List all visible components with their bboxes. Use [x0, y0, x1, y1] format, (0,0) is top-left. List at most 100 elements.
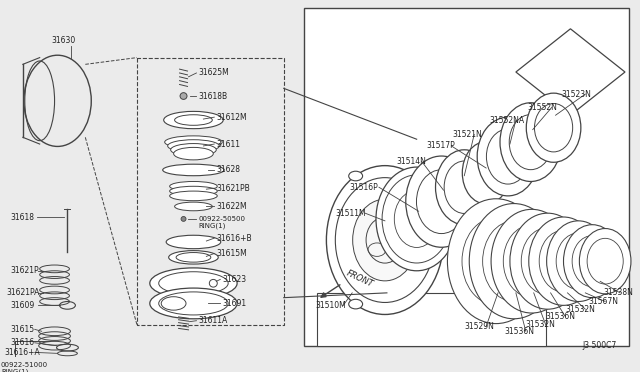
Ellipse shape	[500, 103, 561, 182]
Text: 31516P: 31516P	[349, 183, 378, 192]
Ellipse shape	[159, 292, 228, 315]
Text: 31622M: 31622M	[216, 202, 247, 211]
Text: 31552N: 31552N	[528, 103, 557, 112]
Text: 31514N: 31514N	[397, 157, 427, 166]
Ellipse shape	[435, 150, 493, 225]
Ellipse shape	[180, 93, 187, 99]
Text: 31621PB: 31621PB	[216, 184, 250, 193]
Text: 31523N: 31523N	[561, 90, 591, 99]
Ellipse shape	[510, 213, 586, 309]
Text: 31615: 31615	[10, 325, 34, 334]
Text: 31616+A: 31616+A	[4, 348, 40, 357]
Ellipse shape	[529, 217, 598, 305]
Ellipse shape	[175, 115, 212, 125]
Text: 31611: 31611	[216, 140, 240, 148]
Ellipse shape	[587, 238, 623, 284]
Bar	[303, 8, 629, 346]
Text: 31538N: 31538N	[603, 288, 633, 297]
Ellipse shape	[169, 251, 218, 264]
Ellipse shape	[469, 203, 559, 319]
Ellipse shape	[175, 202, 212, 211]
Ellipse shape	[406, 156, 477, 247]
Ellipse shape	[477, 117, 539, 196]
Bar	[317, 293, 546, 346]
Text: 31621P: 31621P	[10, 266, 38, 275]
Ellipse shape	[163, 164, 224, 176]
Text: 31552NA: 31552NA	[489, 116, 524, 125]
Ellipse shape	[444, 161, 484, 214]
Text: 00922-51000: 00922-51000	[1, 362, 48, 368]
Text: 31691: 31691	[222, 299, 246, 308]
Ellipse shape	[171, 144, 216, 156]
Text: 31611A: 31611A	[198, 316, 228, 325]
Ellipse shape	[483, 221, 545, 302]
Text: 31511M: 31511M	[335, 209, 366, 218]
Text: RING(1): RING(1)	[198, 222, 226, 229]
Text: 31529N: 31529N	[464, 322, 494, 331]
Text: 31618: 31618	[10, 212, 34, 221]
Ellipse shape	[556, 233, 600, 289]
Text: 31612M: 31612M	[216, 113, 247, 122]
Text: 31517P: 31517P	[427, 141, 455, 150]
Ellipse shape	[168, 140, 220, 152]
Text: J3 500C7: J3 500C7	[583, 341, 617, 350]
Ellipse shape	[563, 225, 621, 298]
Ellipse shape	[521, 228, 574, 295]
Ellipse shape	[181, 217, 186, 221]
Ellipse shape	[166, 235, 221, 249]
Ellipse shape	[176, 253, 211, 262]
Ellipse shape	[526, 93, 581, 162]
Ellipse shape	[382, 175, 451, 263]
Ellipse shape	[509, 115, 552, 170]
Ellipse shape	[170, 182, 217, 191]
Ellipse shape	[394, 190, 439, 247]
Ellipse shape	[539, 230, 588, 292]
Ellipse shape	[572, 235, 612, 287]
Ellipse shape	[353, 199, 417, 281]
Ellipse shape	[349, 299, 363, 309]
Text: FRONT: FRONT	[345, 268, 375, 289]
Ellipse shape	[326, 166, 444, 314]
Ellipse shape	[486, 129, 529, 184]
Ellipse shape	[164, 136, 222, 148]
Text: 31536N: 31536N	[546, 312, 575, 321]
Ellipse shape	[335, 178, 435, 302]
Text: 31630: 31630	[52, 36, 76, 45]
Ellipse shape	[417, 170, 467, 234]
Ellipse shape	[547, 221, 610, 302]
Text: 31623: 31623	[222, 275, 246, 284]
Ellipse shape	[173, 147, 213, 160]
Ellipse shape	[376, 167, 458, 271]
Ellipse shape	[462, 218, 530, 305]
Ellipse shape	[349, 171, 363, 181]
Ellipse shape	[491, 209, 572, 313]
Text: 31532N: 31532N	[566, 305, 595, 314]
Text: 31536N: 31536N	[504, 327, 534, 336]
Ellipse shape	[534, 103, 573, 152]
Ellipse shape	[462, 142, 510, 204]
Text: 31615M: 31615M	[216, 249, 247, 258]
Ellipse shape	[579, 228, 631, 294]
Ellipse shape	[164, 111, 223, 129]
Text: 31532N: 31532N	[526, 320, 556, 329]
Text: 31618B: 31618B	[198, 92, 228, 100]
Text: 31567N: 31567N	[588, 297, 618, 306]
Ellipse shape	[150, 268, 237, 299]
Ellipse shape	[159, 272, 228, 295]
Text: RING(1): RING(1)	[1, 368, 28, 372]
Ellipse shape	[503, 225, 560, 298]
Bar	[0, 0, 298, 357]
Ellipse shape	[150, 288, 237, 319]
Text: 00922-50500: 00922-50500	[198, 216, 245, 222]
Text: 31521N: 31521N	[452, 130, 482, 139]
Text: 31510M: 31510M	[316, 301, 346, 310]
Text: 31616: 31616	[10, 338, 34, 347]
Ellipse shape	[170, 186, 217, 196]
Ellipse shape	[436, 235, 451, 245]
Text: 31628: 31628	[216, 166, 240, 174]
Text: 31616+B: 31616+B	[216, 234, 252, 243]
Text: 31625M: 31625M	[198, 68, 229, 77]
Ellipse shape	[170, 191, 217, 201]
Text: 31621PA: 31621PA	[6, 288, 39, 297]
Ellipse shape	[447, 199, 545, 324]
